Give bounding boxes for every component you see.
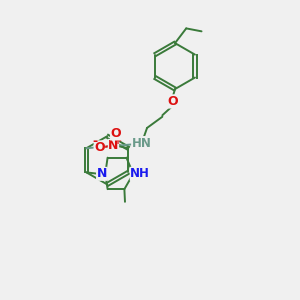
Text: O: O xyxy=(167,95,178,108)
Text: O: O xyxy=(110,127,121,140)
Text: N: N xyxy=(97,167,107,180)
Text: -: - xyxy=(92,135,98,148)
Text: +: + xyxy=(114,136,122,146)
Text: N: N xyxy=(108,140,119,152)
Text: O: O xyxy=(94,141,105,154)
Text: HN: HN xyxy=(132,137,152,150)
Text: NH: NH xyxy=(130,167,150,180)
